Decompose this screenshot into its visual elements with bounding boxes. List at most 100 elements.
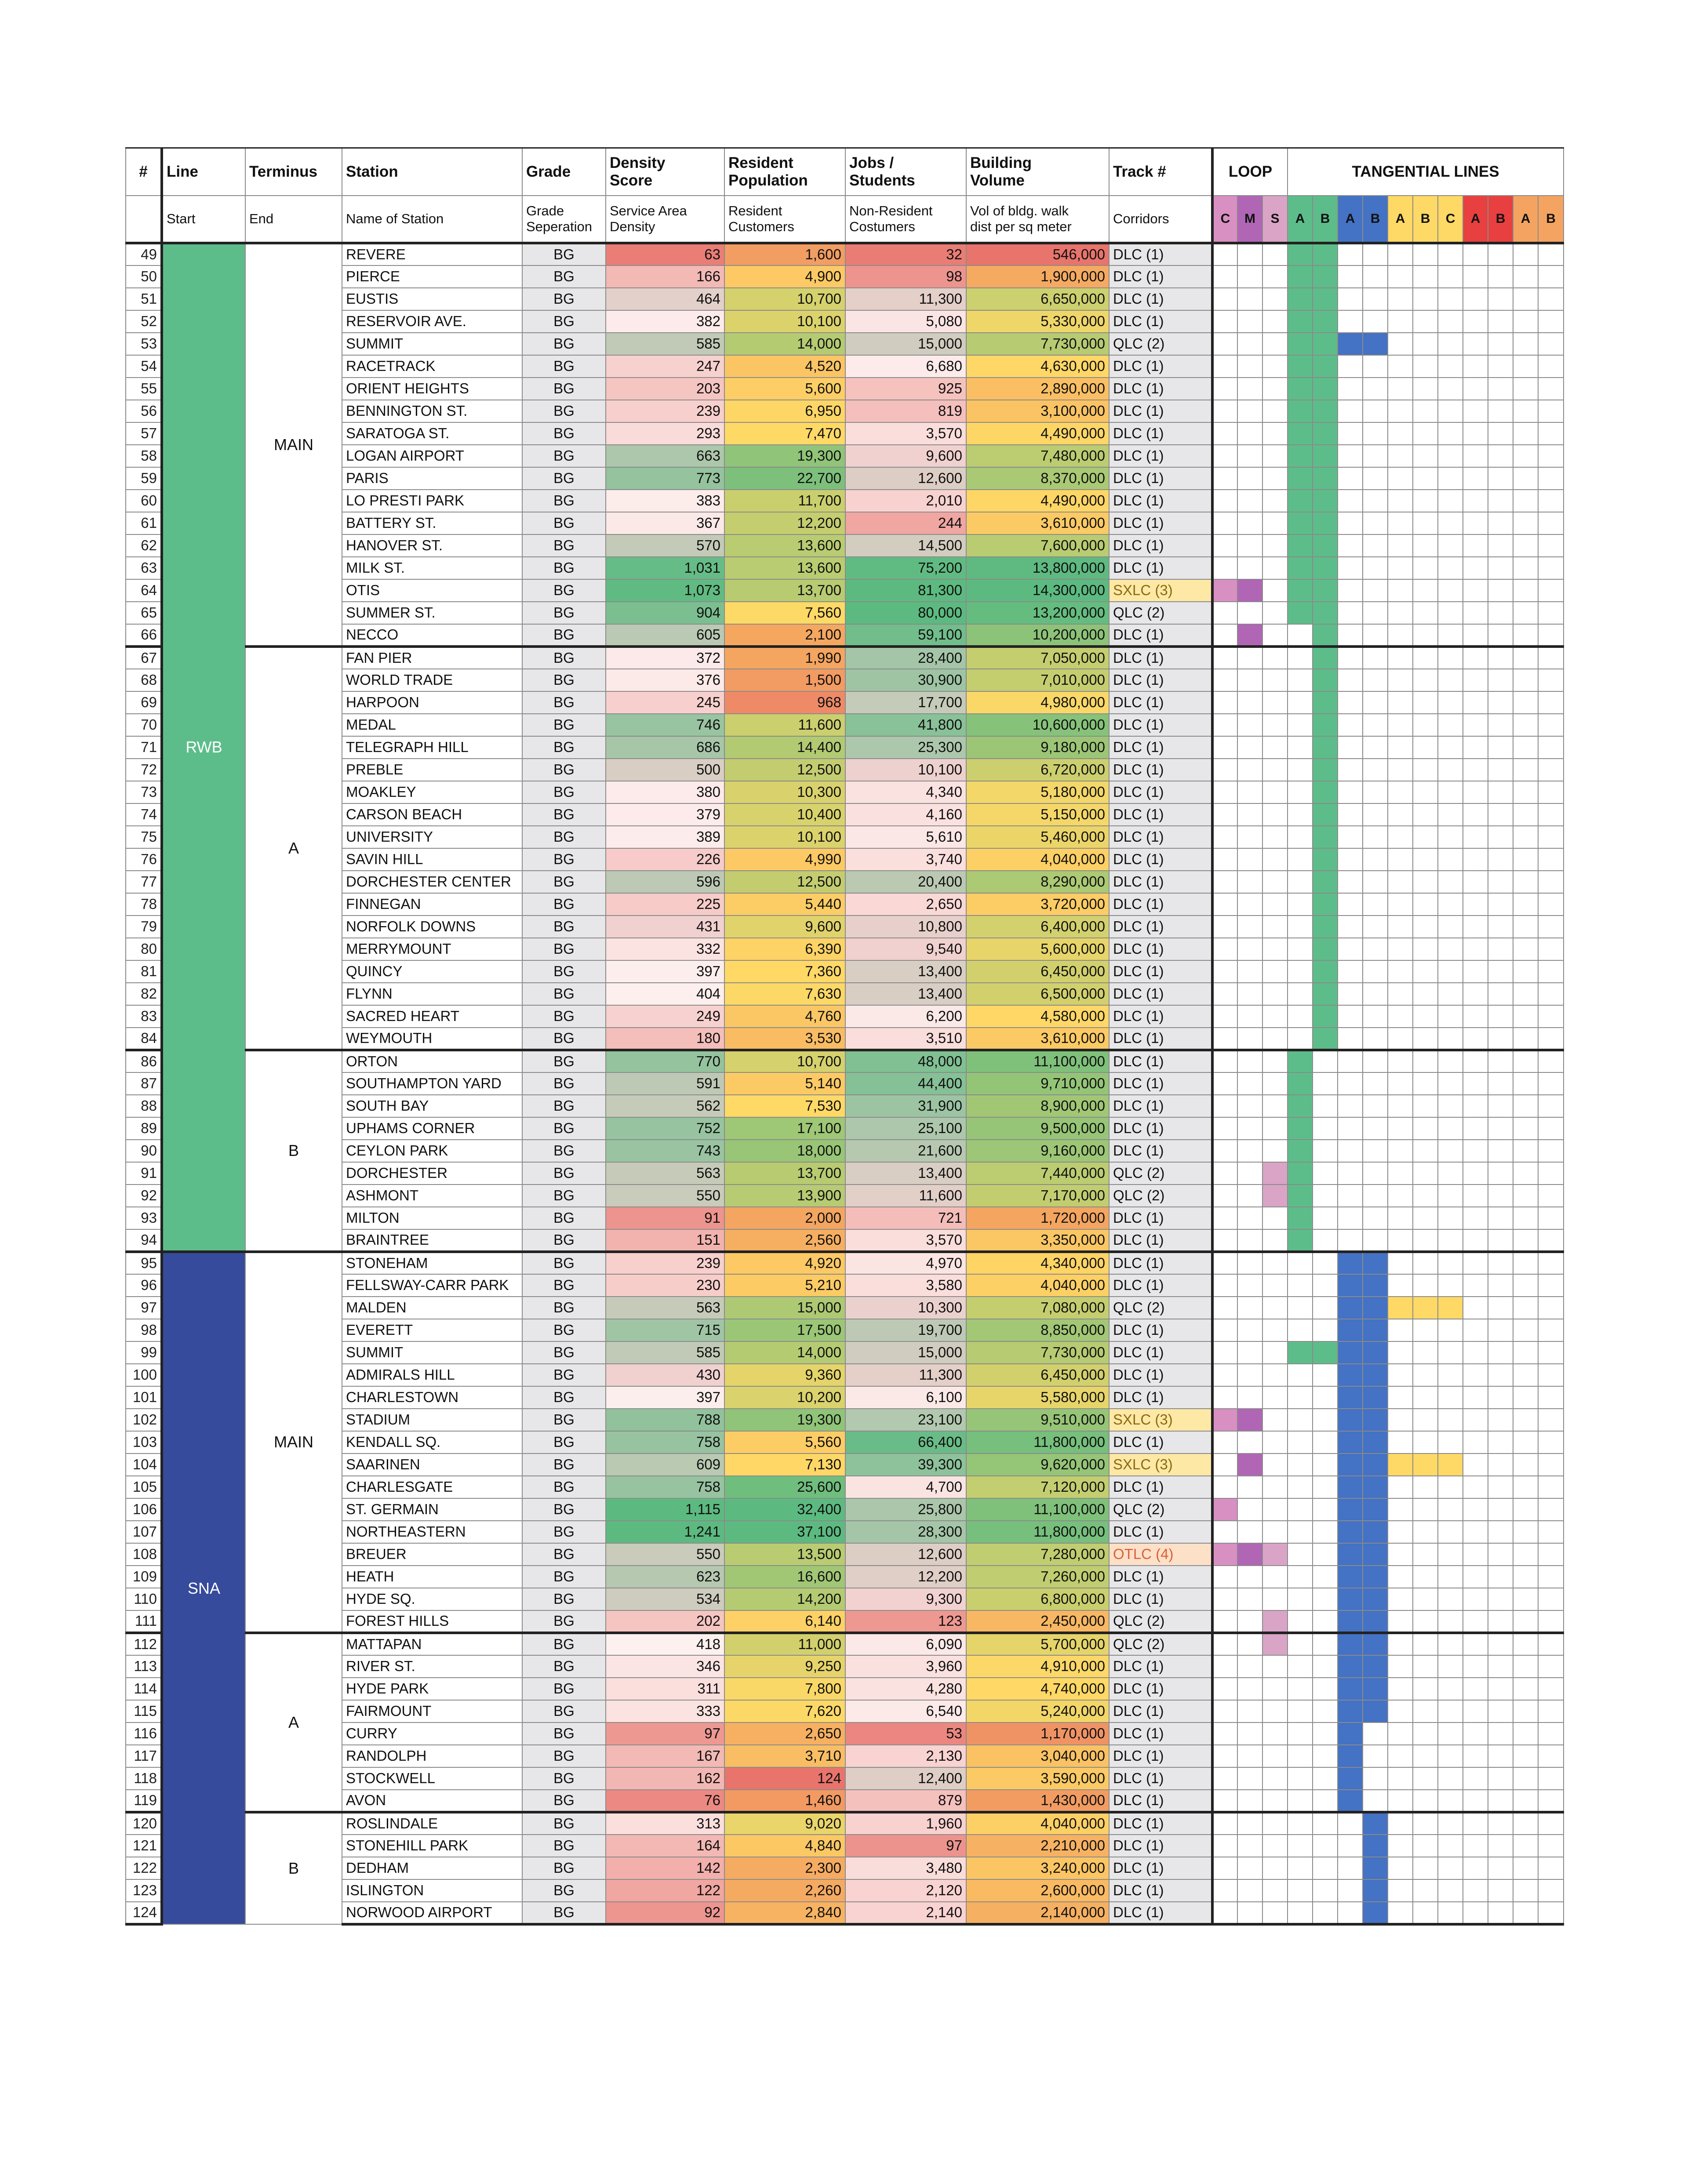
density-score: 383 <box>605 489 725 512</box>
corridor-cell <box>1211 1116 1238 1140</box>
resident-population: 25,600 <box>724 1475 846 1499</box>
corridor-cell <box>1337 1027 1364 1050</box>
table-row: 58 LOGAN AIRPORT BG 663 19,300 9,600 7,480,000… <box>125 444 1564 468</box>
building-volume: 3,610,000 <box>966 511 1110 535</box>
density-score: 245 <box>605 690 725 714</box>
corridor-cell <box>1362 937 1389 961</box>
corridor-cell <box>1513 422 1539 445</box>
corridor-cell <box>1312 444 1339 468</box>
corridor-cell <box>1262 309 1288 333</box>
corridor-cell <box>1387 1004 1414 1028</box>
corridor-cell <box>1312 1677 1339 1701</box>
corridor-cell <box>1262 556 1288 580</box>
corridor-cell <box>1287 1631 1313 1656</box>
row-number: 95 <box>125 1250 162 1275</box>
corridor-cell <box>1488 780 1514 804</box>
corridor-cell <box>1437 1879 1464 1902</box>
corridor-cell <box>1538 1677 1564 1701</box>
corridor-cell <box>1337 1363 1364 1387</box>
corridor-cell <box>1387 959 1414 983</box>
corridor-cell <box>1513 332 1539 356</box>
corridor-cell <box>1488 1296 1514 1319</box>
corridor-cell <box>1262 1072 1288 1095</box>
corridor-cell <box>1262 1475 1288 1499</box>
corridor-cell <box>1287 1072 1313 1095</box>
corridor-cell <box>1287 803 1313 826</box>
corridor-cell <box>1362 1631 1389 1656</box>
corridor-cell <box>1412 578 1439 602</box>
corridor-cell <box>1488 332 1514 356</box>
corridor-cell <box>1312 1273 1339 1297</box>
corridor-cell <box>1362 1654 1389 1678</box>
corridor-cell <box>1312 1810 1339 1835</box>
corridor-cell <box>1387 1834 1414 1857</box>
corridor-cell <box>1387 1072 1414 1095</box>
grade-value: BG <box>522 332 606 356</box>
corridor-cell <box>1437 1116 1464 1140</box>
corridor-cell <box>1513 1856 1539 1880</box>
table-row: 98 EVERETT BG 715 17,500 19,700 8,850,000 DLC (… <box>125 1318 1564 1342</box>
table-row: 51 EUSTIS BG 464 10,700 11,300 6,650,000 DLC (1… <box>125 287 1564 311</box>
corridor-cell <box>1211 489 1238 512</box>
corridor-cell <box>1437 1699 1464 1723</box>
table-row: 100 ADMIRALS HILL BG 430 9,360 11,300 6,450,00… <box>125 1363 1564 1387</box>
resident-population: 5,210 <box>724 1273 846 1297</box>
corridor-cell <box>1538 1184 1564 1207</box>
corridor-cell <box>1262 1318 1288 1342</box>
density-score: 239 <box>605 1250 725 1275</box>
row-number: 78 <box>125 892 162 916</box>
corridor-cell <box>1412 1139 1439 1163</box>
corridor-cell <box>1387 1250 1414 1275</box>
row-number: 64 <box>125 578 162 602</box>
table-row: 54 RACETRACK BG 247 4,520 6,680 4,630,000 DLC (… <box>125 354 1564 378</box>
corridor-cell <box>1362 735 1389 759</box>
grade-value: BG <box>522 1094 606 1118</box>
corridor-cell <box>1211 422 1238 445</box>
corridor-cell <box>1262 1744 1288 1768</box>
corridor-cell <box>1337 1834 1364 1857</box>
density-score: 247 <box>605 354 725 378</box>
table-row: 76 SAVIN HILL BG 226 4,990 3,740 4,040,000 DLC … <box>125 847 1564 871</box>
station-name: AVON <box>342 1789 523 1813</box>
corridor-cell <box>1462 1520 1489 1544</box>
corridor-cell <box>1387 847 1414 871</box>
corridor-cell <box>1211 1744 1238 1768</box>
track-corridor: DLC (1) <box>1109 1048 1214 1073</box>
corridor-cell <box>1287 1744 1313 1768</box>
corridor-cell <box>1312 265 1339 288</box>
corridor-cell <box>1337 758 1364 781</box>
row-number: 59 <box>125 466 162 490</box>
corridor-cell <box>1362 623 1389 647</box>
header-line: Line <box>160 147 246 196</box>
corridor-cell <box>1488 982 1514 1006</box>
corridor-cell <box>1462 1699 1489 1723</box>
corridor-cell <box>1513 803 1539 826</box>
jobs-students: 12,200 <box>845 1565 967 1588</box>
subheader-num <box>125 195 162 244</box>
corridor-cell <box>1488 713 1514 737</box>
building-volume: 5,180,000 <box>966 780 1110 804</box>
corridor-cell <box>1287 1161 1313 1185</box>
corridor-cell <box>1287 1116 1313 1140</box>
corridor-cell <box>1412 1296 1439 1319</box>
corridor-cell <box>1337 982 1364 1006</box>
corridor-cell <box>1362 1363 1389 1387</box>
corridor-cell <box>1538 803 1564 826</box>
corridor-cell <box>1488 466 1514 490</box>
corridor-cell <box>1211 1273 1238 1297</box>
building-volume: 7,730,000 <box>966 332 1110 356</box>
row-number: 98 <box>125 1318 162 1342</box>
building-volume: 6,720,000 <box>966 758 1110 781</box>
corridor-cell <box>1287 1565 1313 1588</box>
corridor-cell <box>1237 1027 1263 1050</box>
corridor-cell <box>1237 645 1263 669</box>
corridor-cell <box>1211 758 1238 781</box>
corridor-cell <box>1287 1677 1313 1701</box>
corridor-cell <box>1488 690 1514 714</box>
corridor-cell <box>1287 645 1313 669</box>
corridor-cell <box>1387 780 1414 804</box>
table-row: 97 MALDEN BG 563 15,000 10,300 7,080,000 QLC (2… <box>125 1296 1564 1319</box>
corridor-cell <box>1513 287 1539 311</box>
corridor-cell <box>1262 1722 1288 1745</box>
resident-population: 12,500 <box>724 870 846 894</box>
